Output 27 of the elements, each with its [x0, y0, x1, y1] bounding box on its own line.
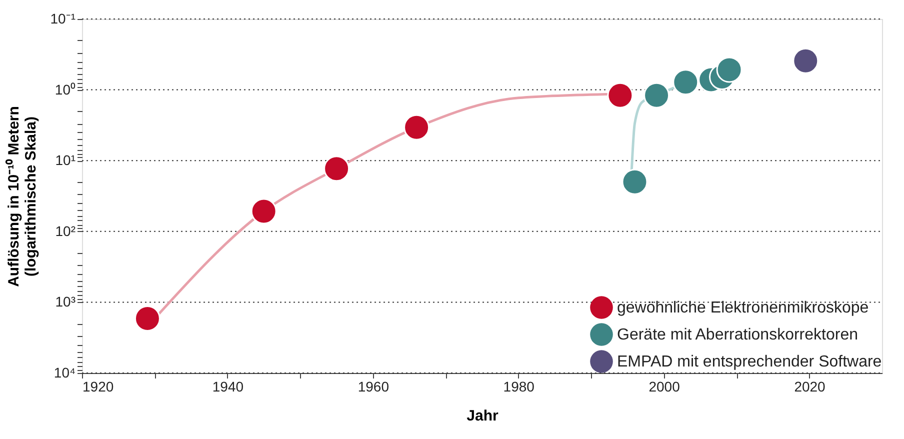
- legend-label: EMPAD mit entsprechender Software: [617, 354, 882, 370]
- x-axis-title: Jahr: [466, 408, 499, 424]
- y-tick-label: 10⁰: [54, 81, 76, 98]
- point: [134, 306, 160, 332]
- point: [672, 69, 699, 96]
- y-tick-label: 10⁻¹: [50, 10, 76, 26]
- point: [250, 198, 277, 224]
- x-tick-label: 1920: [82, 378, 114, 394]
- point: [404, 114, 430, 140]
- point: [792, 48, 819, 74]
- x-tick-label: 2020: [794, 378, 826, 394]
- y-tick-label: 10³: [55, 294, 76, 310]
- point: [607, 82, 634, 108]
- x-tick-label: 1940: [212, 378, 244, 394]
- point: [644, 82, 670, 108]
- x-tick-label: 1980: [503, 378, 535, 394]
- legend-label: Geräte mit Aberrationskorrektoren: [617, 326, 858, 344]
- y-tick-label: 10²: [55, 222, 76, 239]
- y-tick-label: 10⁴: [54, 364, 76, 380]
- y-tick-label: 10¹: [55, 152, 76, 168]
- x-tick-label: 2000: [648, 378, 680, 394]
- point: [324, 156, 350, 182]
- point: [716, 56, 742, 83]
- point: [622, 168, 648, 195]
- legend-label: gewöhnliche Elektronenmikroskope: [617, 300, 869, 316]
- y-axis-title: Auflösung in 10⁻¹⁰ Metern (logarithmische Skala): [4, 106, 40, 287]
- x-tick-label: 1960: [358, 378, 390, 394]
